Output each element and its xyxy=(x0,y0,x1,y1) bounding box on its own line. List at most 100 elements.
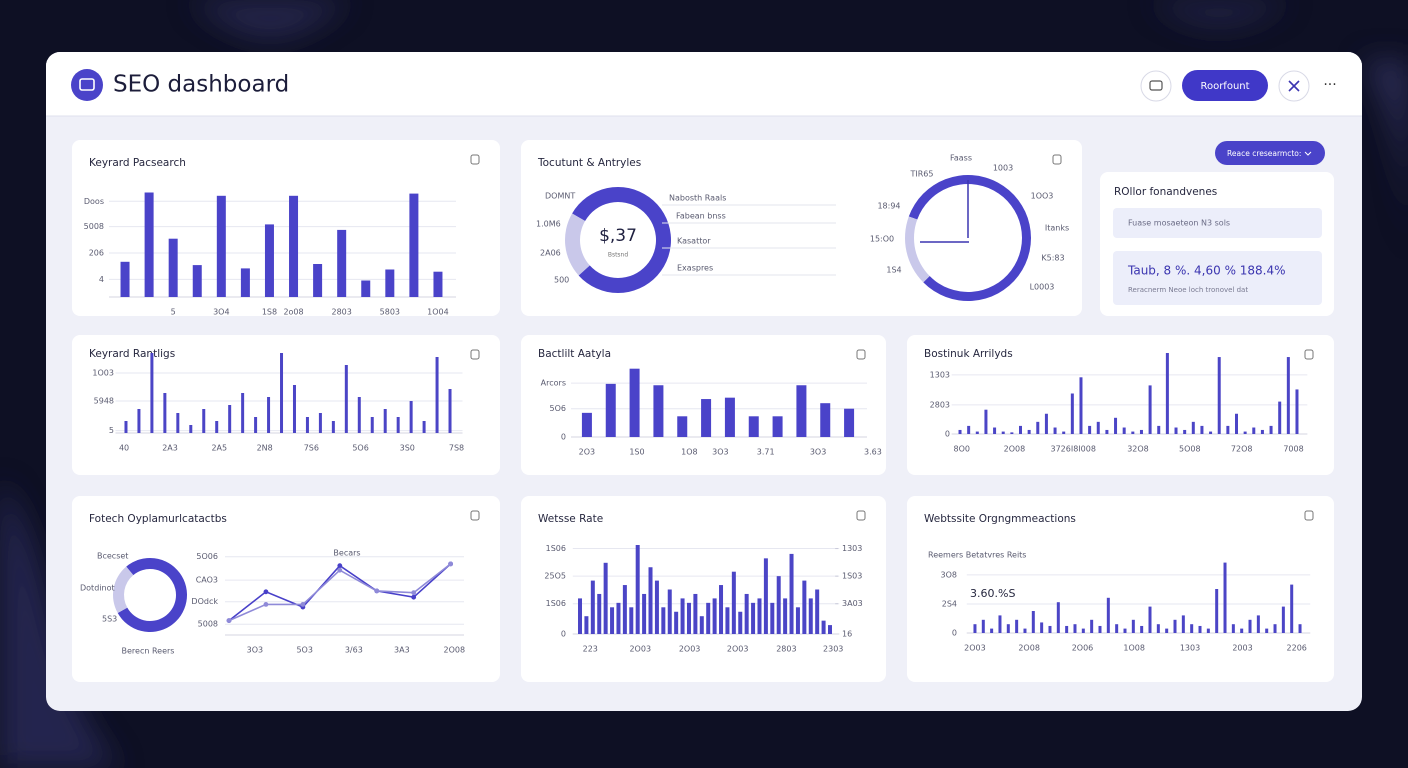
y-tick-label: 5948 xyxy=(94,397,114,406)
bar xyxy=(725,607,730,634)
x-tick-label: 1S8 xyxy=(262,308,277,317)
bar xyxy=(1053,427,1057,434)
bar xyxy=(802,580,807,634)
donut-label: 1003 xyxy=(993,164,1013,173)
panel-checkbox[interactable] xyxy=(470,349,480,360)
bar xyxy=(433,271,443,297)
y2-tick-label: 1303 xyxy=(842,544,862,553)
bar xyxy=(1019,425,1022,434)
action-button[interactable] xyxy=(1215,141,1325,165)
bar xyxy=(176,413,180,433)
bar xyxy=(144,192,154,297)
bar xyxy=(240,268,250,297)
icon-button[interactable] xyxy=(1140,70,1172,102)
panel-checkbox[interactable] xyxy=(1304,510,1314,521)
bar xyxy=(1036,421,1040,434)
panel xyxy=(521,496,886,682)
bar xyxy=(706,602,711,634)
bar xyxy=(590,580,595,634)
panel-checkbox[interactable] xyxy=(856,349,866,360)
bar xyxy=(648,567,653,634)
legend-label: Kasattor xyxy=(677,237,711,246)
x-tick-label: 3A3 xyxy=(394,646,410,655)
panel-checkbox[interactable] xyxy=(470,510,480,521)
bar xyxy=(1231,624,1235,633)
bar xyxy=(629,607,634,634)
bar xyxy=(1181,615,1185,633)
bar xyxy=(120,261,130,297)
bar xyxy=(1010,432,1014,434)
bar xyxy=(1173,619,1177,633)
x-tick-label: 1O04 xyxy=(427,308,449,317)
bar xyxy=(216,195,226,297)
bar xyxy=(1265,628,1269,633)
bar xyxy=(313,264,323,297)
panel-title: Keyrard Pacsearch xyxy=(89,157,186,169)
menu-button[interactable]: ··· xyxy=(1323,77,1336,93)
panel-checkbox[interactable] xyxy=(470,154,480,165)
bar xyxy=(1174,427,1178,434)
bar xyxy=(686,602,691,634)
bar xyxy=(820,403,831,437)
x-tick-label: 2O08 xyxy=(1018,644,1040,653)
bar xyxy=(578,598,583,634)
y-tick-label: CAO3 xyxy=(196,576,218,585)
donut-segment xyxy=(117,558,187,633)
y-tick-label: DOdck xyxy=(191,597,218,606)
y2-tick-label: 1S03 xyxy=(842,572,862,581)
bar xyxy=(603,562,608,634)
panel-title: Webtssite Orgngmmeactions xyxy=(924,513,1076,525)
bar xyxy=(597,593,602,634)
bar xyxy=(1200,425,1204,434)
panel-checkbox[interactable] xyxy=(1052,154,1062,165)
primary-button[interactable] xyxy=(1182,70,1268,101)
x-tick-label: 2A3 xyxy=(162,444,178,453)
x-tick-label: 8O0 xyxy=(954,445,970,454)
y2-tick-label: 16 xyxy=(842,630,852,639)
bar xyxy=(267,397,271,433)
bar xyxy=(1191,421,1195,434)
bar xyxy=(1106,597,1110,633)
donut-label: 15:O0 xyxy=(870,235,894,244)
donut-label: Dotdinot xyxy=(80,584,115,593)
donut-label: L0003 xyxy=(1030,283,1055,292)
x-tick-label: 7S8 xyxy=(449,444,464,453)
info-box xyxy=(1113,208,1322,238)
bar xyxy=(1081,628,1085,633)
bar xyxy=(1140,625,1144,633)
bar xyxy=(1006,624,1010,633)
y-tick-label: 2S4 xyxy=(942,599,957,608)
donut-label: 1OO3 xyxy=(1031,192,1054,201)
bar xyxy=(757,598,762,634)
panel-checkbox[interactable] xyxy=(856,510,866,521)
app-icon xyxy=(71,69,103,101)
x-tick-label: 5 xyxy=(171,308,176,317)
bar xyxy=(815,589,820,634)
x-tick-label: 3O3 xyxy=(810,448,826,457)
bar xyxy=(1217,357,1221,434)
bar xyxy=(168,238,178,297)
bar xyxy=(958,429,962,434)
bar xyxy=(1240,628,1244,633)
bar xyxy=(1278,401,1282,434)
legend-label: Becars xyxy=(333,549,360,558)
legend-label: Fabean bnss xyxy=(676,212,726,221)
line-point xyxy=(337,567,343,573)
panel-checkbox[interactable] xyxy=(1304,349,1314,360)
y-tick-label: 1S06 xyxy=(546,544,566,553)
donut-label: 1S4 xyxy=(886,266,901,275)
bar xyxy=(1295,389,1299,434)
donut-label: Itanks xyxy=(1045,224,1069,233)
y-tick-label: 3O8 xyxy=(941,570,957,579)
bar xyxy=(337,229,347,297)
bar xyxy=(331,421,335,433)
bar xyxy=(1248,619,1252,633)
bar xyxy=(981,619,985,633)
bar xyxy=(1114,417,1118,434)
bar xyxy=(1122,427,1126,434)
bar xyxy=(789,553,794,634)
panel-title: Keyrard Rantligs xyxy=(89,348,175,360)
bar xyxy=(357,397,361,433)
bar xyxy=(642,593,647,634)
